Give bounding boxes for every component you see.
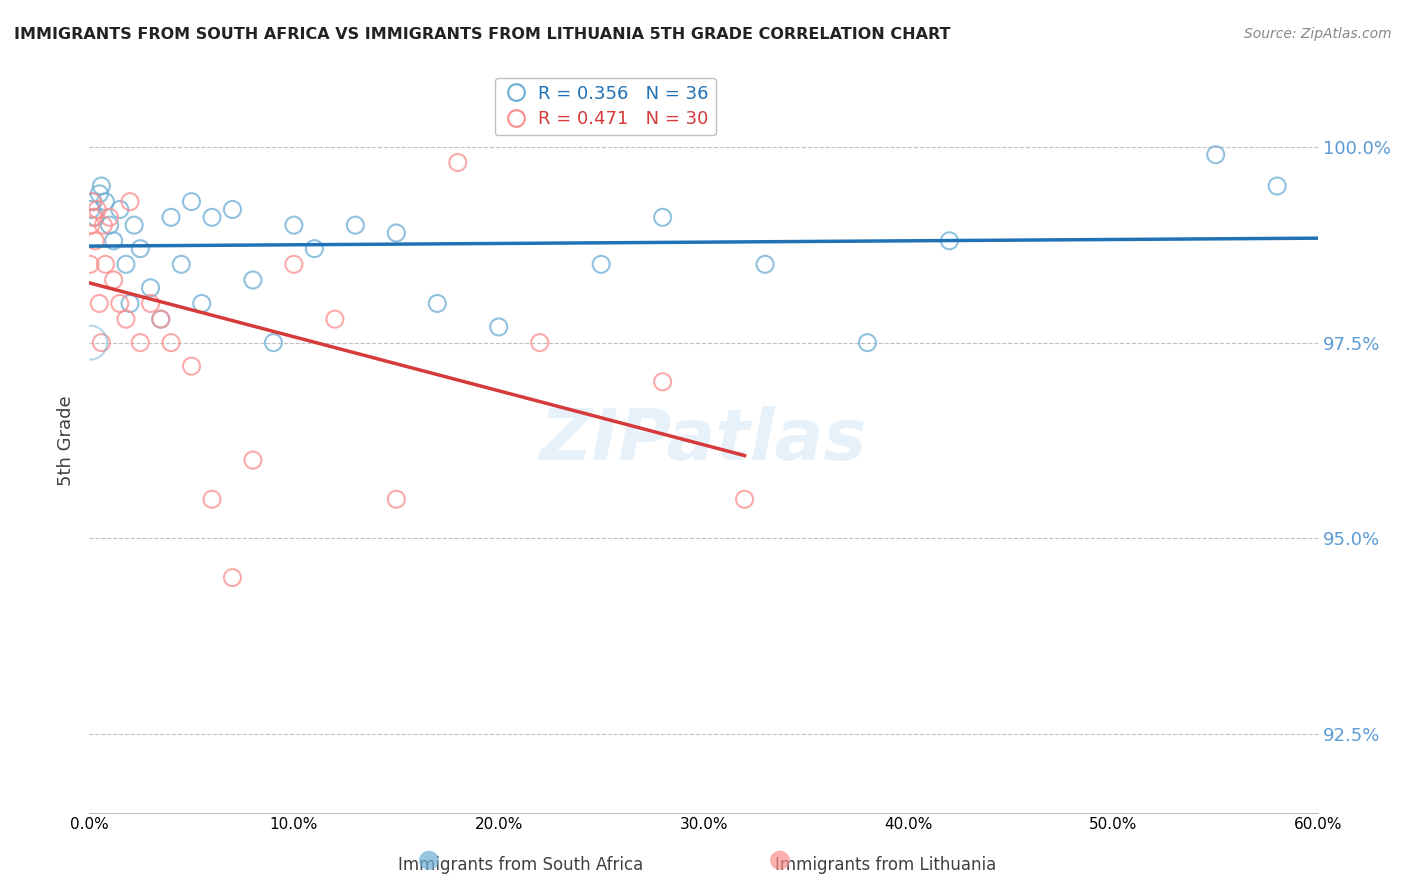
Point (242, 273, 264, 287)
Point (180, 359, 202, 373)
Point (242, 453, 264, 467)
Legend: R = 0.356   N = 36, R = 0.471   N = 30: R = 0.356 N = 36, R = 0.471 N = 30 (495, 78, 716, 136)
Point (80, 202, 103, 217)
Point (344, 218, 367, 232)
Point (201, 492, 224, 507)
Point (80, 218, 103, 232)
Point (82, 211, 104, 225)
Point (190, 296, 212, 310)
Point (283, 218, 305, 232)
Point (221, 571, 243, 585)
Point (385, 226, 408, 240)
Point (98, 218, 121, 232)
Point (103, 273, 125, 287)
Text: ⬤: ⬤ (418, 850, 440, 870)
Point (1205, 147, 1227, 161)
Point (108, 296, 131, 310)
Point (651, 375, 673, 389)
Text: Immigrants from Lithuania: Immigrants from Lithuania (775, 856, 997, 874)
Point (754, 257, 776, 271)
Point (103, 234, 125, 248)
Point (118, 296, 141, 310)
Point (94, 257, 117, 271)
Point (118, 194, 141, 209)
Text: ZIPatlas: ZIPatlas (540, 406, 868, 475)
Point (221, 202, 243, 217)
Text: IMMIGRANTS FROM SOUTH AFRICA VS IMMIGRANTS FROM LITHUANIA 5TH GRADE CORRELATION : IMMIGRANTS FROM SOUTH AFRICA VS IMMIGRAN… (14, 27, 950, 42)
Point (108, 202, 131, 217)
Point (139, 281, 162, 295)
Point (89, 186, 111, 201)
Point (304, 242, 326, 256)
Point (938, 234, 960, 248)
Point (149, 312, 172, 326)
Point (201, 211, 224, 225)
Text: Source: ZipAtlas.com: Source: ZipAtlas.com (1244, 27, 1392, 41)
Point (93, 218, 115, 232)
Point (160, 211, 183, 225)
Point (160, 335, 183, 350)
Point (170, 257, 193, 271)
Point (426, 296, 449, 310)
Point (82, 194, 104, 209)
Point (82, 194, 104, 209)
Point (262, 335, 284, 350)
Text: ⬤: ⬤ (769, 850, 792, 870)
Point (139, 296, 162, 310)
Point (115, 312, 138, 326)
Point (79, 335, 101, 350)
Point (86, 202, 108, 217)
Point (129, 335, 152, 350)
Point (385, 492, 408, 507)
Point (84, 234, 107, 248)
Point (323, 312, 346, 326)
Point (98, 211, 121, 225)
Point (591, 257, 613, 271)
Point (734, 492, 756, 507)
Text: Immigrants from South Africa: Immigrants from South Africa (398, 856, 643, 874)
Y-axis label: 5th Grade: 5th Grade (58, 395, 75, 486)
Point (149, 312, 172, 326)
Point (447, 155, 470, 169)
Point (90, 179, 112, 194)
Point (529, 335, 551, 350)
Point (129, 242, 152, 256)
Point (115, 257, 138, 271)
Point (122, 218, 145, 232)
Point (94, 194, 117, 209)
Point (283, 257, 305, 271)
Point (89, 296, 111, 310)
Point (84, 211, 107, 225)
Point (856, 335, 879, 350)
Point (79, 257, 101, 271)
Point (1265, 179, 1288, 194)
Point (180, 194, 202, 209)
Point (90, 335, 112, 350)
Point (488, 320, 510, 334)
Point (651, 211, 673, 225)
